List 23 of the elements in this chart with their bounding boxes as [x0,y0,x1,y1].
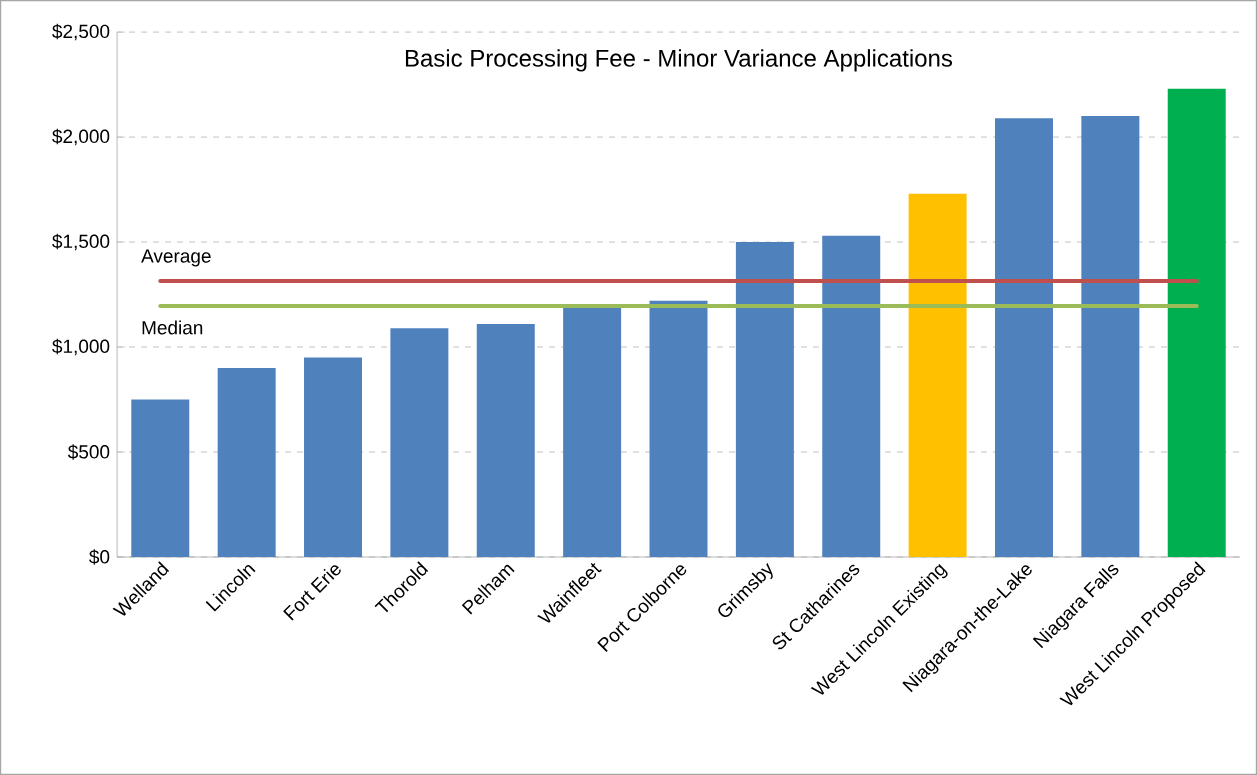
x-tick-label: Fort Erie [283,565,341,621]
y-tick-label: $1,000 [52,338,110,356]
bar [1081,116,1140,557]
y-tick-label: $2,500 [52,23,110,41]
y-tick-label: $1,500 [52,233,110,251]
bar [994,118,1053,557]
bar [908,193,967,557]
bar [735,242,794,557]
ref-line-label: Average [141,249,211,267]
bar [304,357,363,557]
y-tick-label: $500 [67,444,110,460]
y-tick-label: $2,000 [52,128,110,146]
bar [563,305,622,557]
bar [217,368,276,557]
bar [390,328,449,557]
y-tick-label: $0 [89,549,110,565]
ref-line-label: Median [142,320,203,335]
bar [822,235,881,557]
bar [1167,88,1226,557]
bar [131,399,190,557]
bar [649,300,708,557]
text: Basic Processing Fee - Minor Variance Applications [405,49,953,72]
bar [476,323,535,557]
